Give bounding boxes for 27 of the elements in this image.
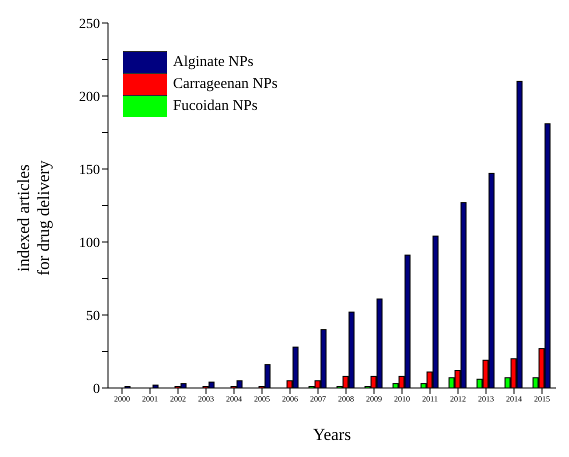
- x-tick-label: 2014: [506, 394, 522, 404]
- y-tick-label: 0: [93, 382, 100, 397]
- x-tick-label: 2013: [478, 394, 494, 404]
- legend-label: Alginate NPs: [173, 54, 254, 70]
- legend-label: Fucoidan NPs: [173, 98, 258, 114]
- x-tick-label: 2004: [226, 394, 242, 404]
- x-tick-label: 2002: [170, 394, 186, 404]
- x-tick-label: 2010: [394, 394, 410, 404]
- y-axis-title: indexed articles for drug delivery: [14, 160, 53, 276]
- x-tick-label: 2001: [142, 394, 158, 404]
- x-tick-label: 2009: [366, 394, 382, 404]
- x-axis-title: Years: [313, 425, 351, 444]
- x-tick-label: 2008: [338, 394, 354, 404]
- x-tick-label: 2012: [450, 394, 466, 404]
- y-tick-label: 250: [79, 16, 100, 32]
- y-tick-label: 200: [79, 90, 100, 105]
- x-tick-label: 2006: [282, 394, 298, 404]
- x-tick-label: 2007: [310, 394, 326, 404]
- y-tick-label: 100: [79, 236, 100, 251]
- x-tick-label: 2003: [198, 394, 214, 404]
- y-tick-label: 50: [86, 308, 100, 324]
- x-tick-label: 2000: [114, 394, 130, 404]
- x-tick-label: 2011: [422, 394, 438, 404]
- x-tick-label: 2005: [254, 394, 270, 404]
- legend-label: Carrageenan NPs: [173, 76, 278, 92]
- x-tick-label: 2015: [534, 394, 550, 404]
- y-tick-label: 150: [79, 162, 100, 178]
